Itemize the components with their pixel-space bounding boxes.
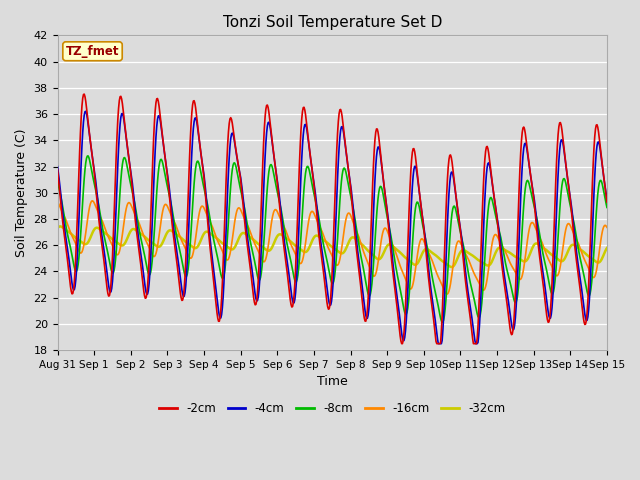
-2cm <box>433 341 440 347</box>
-32cm <box>554 256 562 262</box>
Title: Tonzi Soil Temperature Set D: Tonzi Soil Temperature Set D <box>223 15 442 30</box>
-4cm <box>432 324 440 329</box>
-16cm <box>554 272 562 277</box>
-4cm <box>175 263 182 269</box>
-2cm <box>378 163 386 169</box>
-2cm <box>554 132 562 137</box>
-8cm <box>198 178 206 184</box>
-8cm <box>175 243 182 249</box>
-16cm <box>324 245 332 251</box>
-2cm <box>198 162 206 168</box>
-16cm <box>603 225 611 230</box>
-32cm <box>175 233 182 239</box>
-4cm <box>435 341 442 347</box>
-32cm <box>57 224 65 229</box>
-32cm <box>432 252 440 258</box>
-8cm <box>554 233 562 239</box>
-4cm <box>603 196 611 202</box>
Line: -32cm: -32cm <box>58 227 607 267</box>
-16cm <box>89 198 97 204</box>
X-axis label: Time: Time <box>317 375 348 388</box>
-4cm <box>82 108 90 114</box>
-8cm <box>378 186 386 192</box>
-32cm <box>324 241 332 247</box>
Legend: -2cm, -4cm, -8cm, -16cm, -32cm: -2cm, -4cm, -8cm, -16cm, -32cm <box>154 397 510 420</box>
-2cm <box>175 277 182 283</box>
-8cm <box>324 265 332 271</box>
-4cm <box>198 162 206 168</box>
Line: -8cm: -8cm <box>58 156 607 322</box>
-32cm <box>447 264 455 270</box>
Line: -2cm: -2cm <box>58 94 607 344</box>
-4cm <box>324 296 332 301</box>
-2cm <box>54 167 61 172</box>
-8cm <box>84 153 92 159</box>
-2cm <box>81 91 88 97</box>
Text: TZ_fmet: TZ_fmet <box>66 45 119 58</box>
-32cm <box>198 233 206 239</box>
-2cm <box>398 341 406 347</box>
Line: -16cm: -16cm <box>58 201 607 294</box>
-32cm <box>54 226 61 231</box>
-16cm <box>378 234 386 240</box>
-16cm <box>175 230 182 236</box>
-8cm <box>54 179 61 184</box>
-4cm <box>54 164 61 169</box>
-16cm <box>54 198 61 204</box>
-8cm <box>432 292 440 298</box>
-4cm <box>378 164 386 170</box>
-2cm <box>324 306 332 312</box>
-8cm <box>438 319 446 325</box>
Y-axis label: Soil Temperature (C): Soil Temperature (C) <box>15 129 28 257</box>
-2cm <box>603 199 611 205</box>
-16cm <box>443 291 451 297</box>
-32cm <box>378 253 386 259</box>
-16cm <box>198 203 206 209</box>
Line: -4cm: -4cm <box>58 111 607 344</box>
-4cm <box>554 171 562 177</box>
-32cm <box>603 245 611 251</box>
-8cm <box>603 204 611 210</box>
-16cm <box>432 268 440 274</box>
